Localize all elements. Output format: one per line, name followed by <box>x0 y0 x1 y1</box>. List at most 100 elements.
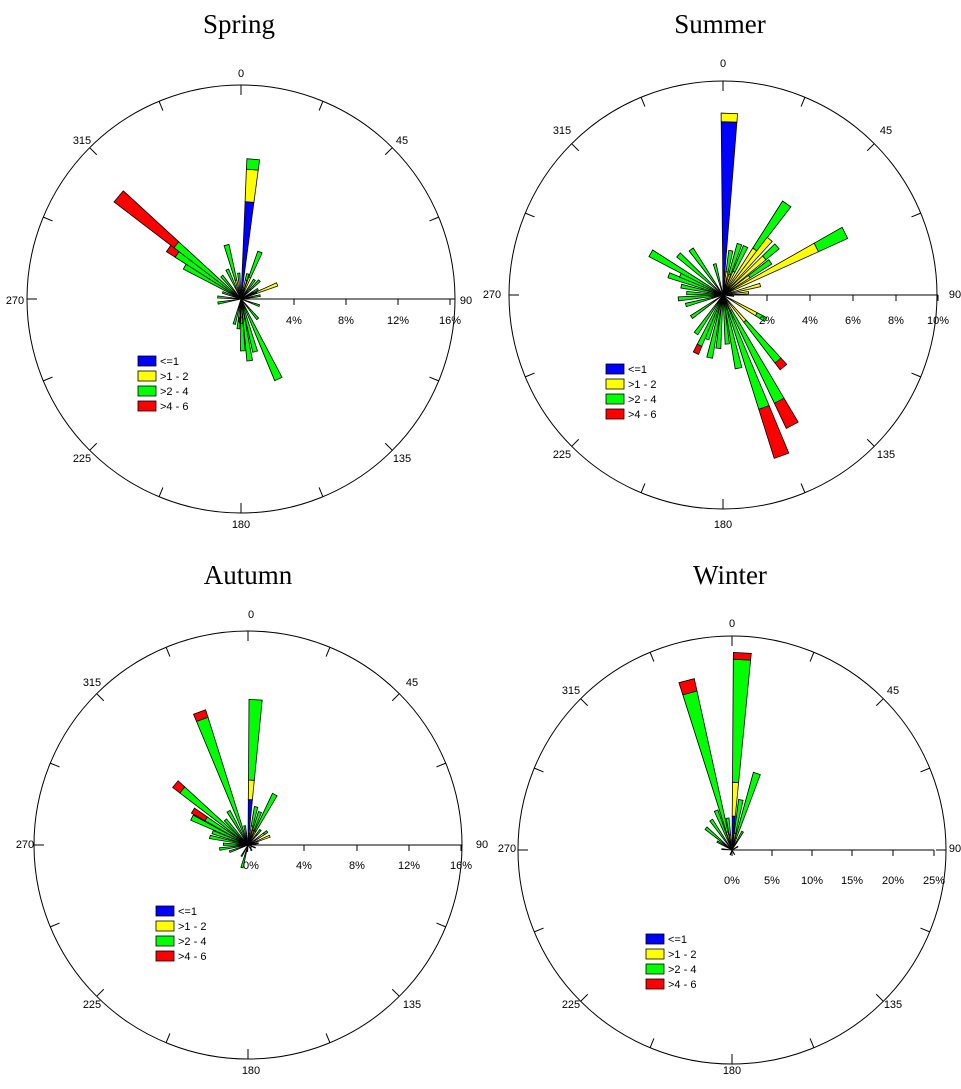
windrose-bar-segment <box>247 834 271 846</box>
legend-swatch <box>137 355 157 367</box>
perimeter-tick <box>911 212 921 218</box>
direction-label: 180 <box>714 519 732 531</box>
windrose-bar-segment <box>704 826 733 851</box>
windrose-bar-segment <box>678 678 698 696</box>
windrose-bar-segment <box>172 780 186 794</box>
windrose-bar-segment <box>244 168 259 203</box>
windrose-bar-segment <box>735 830 744 844</box>
perimeter-tick <box>325 1033 331 1043</box>
direction-label: 270 <box>498 843 516 855</box>
direction-label: 135 <box>393 453 411 465</box>
windrose-bar-segment <box>722 282 762 296</box>
windrose-bar-segment <box>209 834 249 846</box>
windrose-bar-segment <box>648 249 724 296</box>
direction-label: 135 <box>403 999 421 1011</box>
windrose-bar-segment <box>762 243 780 261</box>
legend-label: >4 - 6 <box>160 401 188 413</box>
legend-swatch <box>137 385 157 397</box>
radial-axis-label: 8% <box>349 860 365 872</box>
radial-axis-label: 0% <box>724 875 740 887</box>
radial-axis-label: 16% <box>450 860 472 872</box>
radial-axis-label: 4% <box>286 315 302 327</box>
windrose-bar-segment <box>693 294 724 336</box>
legend-label: >1 - 2 <box>178 921 206 933</box>
windrose-bar-segment <box>217 295 242 300</box>
windrose-bar-segment <box>721 848 733 851</box>
perimeter-tick <box>436 922 446 928</box>
windrose-bar-segment <box>752 200 792 252</box>
legend-label: >2 - 4 <box>178 936 206 948</box>
windrose-bar-segment <box>255 282 279 294</box>
windrose-bar-segment <box>680 283 724 296</box>
perimeter-tick <box>158 101 164 111</box>
windrose-bar-segment <box>255 828 262 836</box>
windrose-bar-segment <box>222 842 249 846</box>
windrose-bar-segment <box>773 397 799 429</box>
windrose-bar-segment <box>676 252 724 296</box>
windrose-bar-segment <box>240 294 261 300</box>
direction-label: 0 <box>238 68 244 80</box>
legend-swatch <box>645 933 665 945</box>
radial-axis-label: 12% <box>387 315 409 327</box>
perimeter-tick <box>391 693 400 702</box>
direction-label: 225 <box>73 453 91 465</box>
windrose-bar-segment <box>249 279 261 291</box>
direction-label: 90 <box>949 843 961 855</box>
windrose-bar-segment <box>113 190 180 249</box>
windrose-bar-segment <box>712 263 724 296</box>
radial-axis-label: 15% <box>841 875 863 887</box>
windrose-bar-segment <box>725 249 734 273</box>
direction-label: 225 <box>562 999 580 1011</box>
direction-label: 180 <box>242 1065 260 1077</box>
windrose-bar-segment <box>732 658 752 783</box>
legend-label: <=1 <box>628 364 647 376</box>
windrose-bar-segment <box>722 236 773 296</box>
windrose-bar-segment <box>248 698 263 781</box>
windrose-bar-segment <box>722 294 743 370</box>
legend-label: >4 - 6 <box>178 951 206 963</box>
direction-label: 315 <box>83 677 101 689</box>
legend-swatch <box>155 950 175 962</box>
windrose-bar-segment <box>247 842 259 846</box>
windrose-bar-segment <box>682 690 729 833</box>
windrose-bar-segment <box>223 243 238 281</box>
radial-axis-label: 4% <box>296 860 312 872</box>
windrose-bar-segment <box>734 771 761 839</box>
windrose-bar-segment <box>220 274 236 292</box>
windrose-bar-segment <box>731 845 739 851</box>
perimeter-tick <box>96 693 105 702</box>
windrose-bar-segment <box>720 112 739 123</box>
windrose-bar-segment <box>709 818 731 848</box>
windrose-bar-segment <box>240 298 253 362</box>
perimeter-tick <box>318 487 324 497</box>
perimeter-tick <box>571 143 580 152</box>
direction-label: 270 <box>6 295 24 307</box>
legend-swatch <box>155 935 175 947</box>
windrose-bar-segment <box>706 294 724 359</box>
windrose-bar-segment <box>190 814 238 841</box>
perimeter-tick <box>384 147 393 156</box>
windrose-bar-segment <box>219 844 249 851</box>
radial-axis-label: 12% <box>398 860 420 872</box>
direction-label: 90 <box>460 295 472 307</box>
perimeter-tick <box>391 988 400 997</box>
perimeter-tick <box>571 438 580 447</box>
direction-label: 45 <box>887 685 899 697</box>
radial-axis-label: 0 <box>238 315 244 327</box>
legend-label: <=1 <box>668 934 687 946</box>
direction-label: 225 <box>553 449 571 461</box>
windrose-bar-segment <box>262 830 269 836</box>
direction-label: 135 <box>884 999 902 1011</box>
windrose-bar-segment <box>774 357 788 371</box>
radial-axis-label: 10% <box>801 875 823 887</box>
legend-label: >4 - 6 <box>668 979 696 991</box>
windrose-bar-segment <box>251 287 259 294</box>
legend-swatch <box>155 920 175 932</box>
windrose-bar-segment <box>722 291 750 296</box>
legend-swatch <box>155 905 175 917</box>
windrose-bar-segment <box>692 343 703 355</box>
windrose-bar-segment <box>248 250 263 279</box>
perimeter-tick <box>525 372 535 378</box>
perimeter-tick <box>525 212 535 218</box>
windrose-bar-segment <box>190 807 208 822</box>
